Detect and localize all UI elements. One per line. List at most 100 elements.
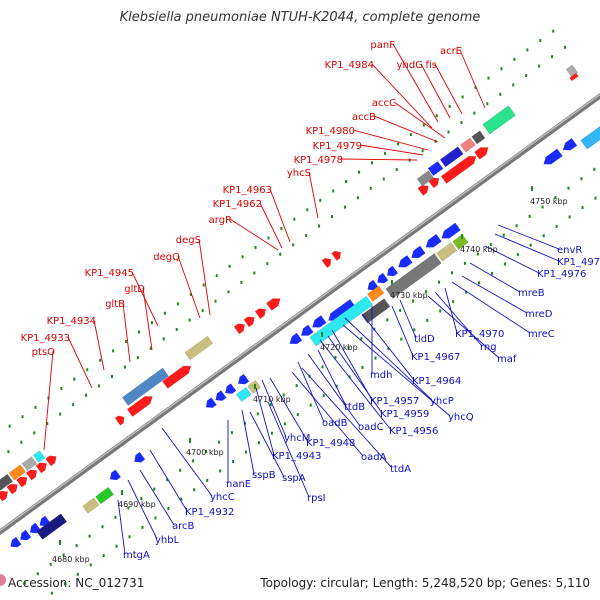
reverse-gene-label: KP1_4959 <box>380 409 429 420</box>
forward-gene-label: KP1_4984 <box>325 60 374 71</box>
track-dot <box>395 168 398 172</box>
track-dot <box>149 346 152 350</box>
tick-label: 4680 kbp <box>52 555 90 564</box>
track-dot <box>270 431 273 435</box>
reverse-gene-label-leader <box>331 329 373 401</box>
track-dot <box>282 393 285 397</box>
track-dot <box>593 167 596 171</box>
track-dot <box>140 497 143 501</box>
tick-mark <box>59 540 61 545</box>
forward-gene-label-leader <box>259 202 283 249</box>
track-dot <box>46 422 49 426</box>
track-dot <box>153 487 156 491</box>
track-dot <box>435 114 438 118</box>
track-dot <box>21 415 24 419</box>
forward-gene-label-leader <box>43 350 54 451</box>
reverse-gene-label: KP1_4943 <box>272 451 321 462</box>
gene-block <box>21 456 38 472</box>
gene-block <box>8 464 26 481</box>
track-dot <box>138 330 141 334</box>
track-dot <box>499 92 502 96</box>
track-dot <box>490 271 493 275</box>
track-dot <box>227 290 230 294</box>
tick-label: 4720 kbp <box>320 343 358 352</box>
forward-gene <box>114 415 125 426</box>
track-dot <box>175 327 178 331</box>
track-dot <box>345 180 348 184</box>
track-dot <box>306 208 309 212</box>
track-dot <box>538 64 541 68</box>
track-dot <box>167 507 170 511</box>
tick-label: 4700 kbp <box>186 448 224 457</box>
forward-gene-label: gltD <box>124 284 145 295</box>
track-dot <box>489 243 492 247</box>
forward-gene <box>16 476 28 488</box>
reverse-gene-label: KP1_4964 <box>412 376 461 387</box>
track-dot <box>318 224 321 228</box>
track-dot <box>295 384 298 388</box>
forward-gene-label-leader <box>359 144 424 156</box>
track-dot <box>283 422 286 426</box>
track-dot <box>400 337 403 341</box>
track-dot <box>542 234 545 238</box>
track-dot <box>500 67 503 71</box>
track-dot <box>98 384 101 388</box>
reverse-gene <box>377 272 389 284</box>
track-dot <box>123 365 126 369</box>
reverse-gene-label: KP1_4957 <box>370 396 419 407</box>
reverse-gene-label: sspB <box>252 470 276 481</box>
track-dot <box>371 161 374 165</box>
reverse-gene-label: mtgA <box>123 550 150 561</box>
track-dot <box>439 309 442 313</box>
track-dot <box>476 252 479 256</box>
map-title: Klebsiella pneumoniae NTUH-K2044, comple… <box>119 10 481 25</box>
gene-block <box>95 486 115 505</box>
track-dot <box>526 48 529 52</box>
track-dot <box>503 262 506 266</box>
track-dot <box>386 318 389 322</box>
accession-text: Accession: NC_012731 <box>8 576 145 590</box>
reverse-gene-label-leader <box>255 387 275 456</box>
reverse-gene-label-leader <box>391 305 414 357</box>
forward-gene <box>6 483 18 495</box>
forward-gene <box>45 455 57 467</box>
track-dot <box>99 358 102 362</box>
forward-gene-label-leader <box>371 63 433 129</box>
track-dot <box>7 450 10 454</box>
track-dot <box>127 506 130 510</box>
track-dot <box>206 478 209 482</box>
track-dot <box>358 170 361 174</box>
forward-gene-label-leader <box>373 115 439 143</box>
track-dot <box>425 290 428 294</box>
track-dot <box>230 431 233 435</box>
gene-features <box>0 64 600 586</box>
track-dot <box>205 450 208 454</box>
reverse-gene-label-leader <box>497 224 560 250</box>
gene-block <box>361 298 391 324</box>
gene-block <box>36 513 68 540</box>
track-dot <box>594 196 597 200</box>
track-dot <box>166 478 169 482</box>
forward-gene-label-leader <box>269 188 291 243</box>
gene-block <box>309 295 374 347</box>
reverse-gene-label-leader <box>149 449 188 512</box>
track-dot <box>347 346 350 350</box>
gene-block <box>580 125 600 150</box>
track-dot <box>257 441 260 445</box>
track-dot <box>154 516 157 520</box>
track-dot <box>568 215 571 219</box>
track-dot <box>539 39 542 43</box>
backbone-line <box>0 92 600 536</box>
forward-gene <box>0 490 9 502</box>
reverse-gene <box>441 222 461 239</box>
track-dot <box>214 299 217 303</box>
gene-block <box>32 450 46 463</box>
track-dot <box>201 309 204 313</box>
track-dot <box>102 554 105 558</box>
reverse-gene-label-leader <box>161 427 213 497</box>
track-dot <box>36 572 39 576</box>
track-dot <box>59 412 62 416</box>
reverse-gene-label: mreB <box>518 288 545 299</box>
track-dot <box>563 45 566 49</box>
